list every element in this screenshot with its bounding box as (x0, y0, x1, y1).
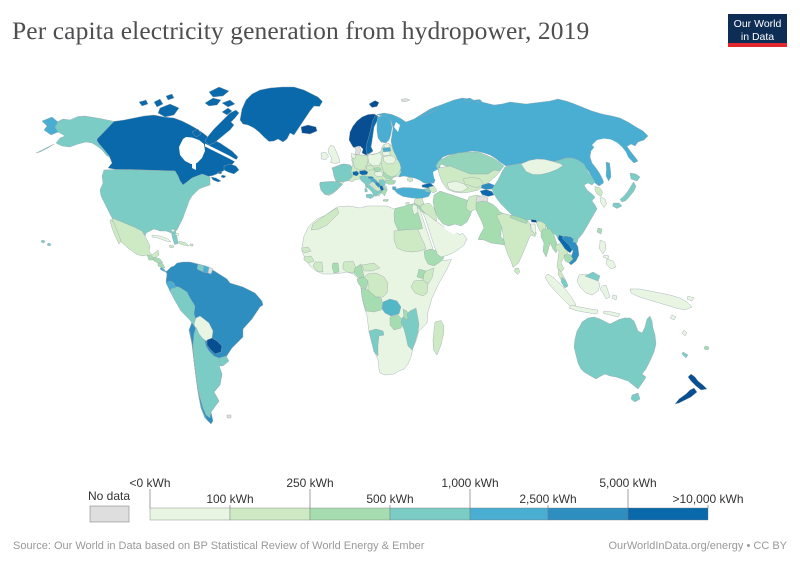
svg-text:2,500 kWh: 2,500 kWh (519, 492, 576, 506)
svg-text:>10,000 kWh: >10,000 kWh (672, 492, 743, 506)
svg-text:<0 kWh: <0 kWh (129, 476, 170, 490)
svg-text:No data: No data (88, 489, 130, 503)
svg-text:1,000 kWh: 1,000 kWh (441, 476, 498, 490)
svg-text:5,000 kWh: 5,000 kWh (599, 476, 656, 490)
svg-text:500 kWh: 500 kWh (366, 492, 413, 506)
svg-text:100 kWh: 100 kWh (206, 492, 253, 506)
svg-text:250 kWh: 250 kWh (286, 476, 333, 490)
